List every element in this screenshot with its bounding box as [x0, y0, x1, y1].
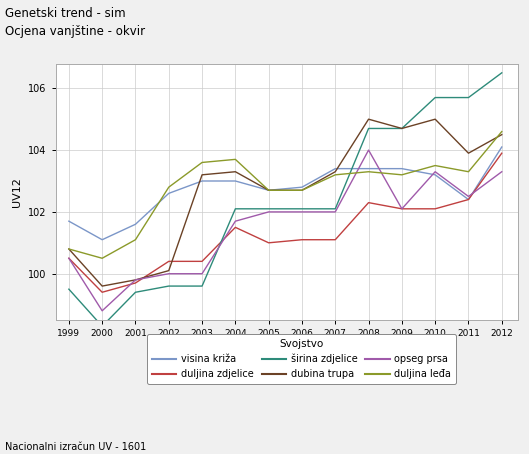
- duljina leđa: [66, 246, 72, 252]
- visina križa: [132, 222, 139, 227]
- dubina trupa: [66, 246, 72, 252]
- opseg prsa: [466, 194, 472, 199]
- dubina trupa: [332, 169, 339, 174]
- širina zdjelice: [466, 95, 472, 100]
- dubina trupa: [266, 188, 272, 193]
- Legend: visina križa, duljina zdjelice, širina zdjelice, dubina trupa, opseg prsa, dulji: visina križa, duljina zdjelice, širina z…: [147, 334, 456, 384]
- širina zdjelice: [232, 206, 239, 212]
- opseg prsa: [366, 148, 372, 153]
- opseg prsa: [232, 218, 239, 224]
- visina križa: [232, 178, 239, 184]
- duljina leđa: [166, 184, 172, 190]
- opseg prsa: [499, 169, 505, 174]
- duljina leđa: [199, 160, 205, 165]
- duljina leđa: [366, 169, 372, 174]
- duljina zdjelice: [99, 290, 105, 295]
- visina križa: [499, 144, 505, 150]
- duljina zdjelice: [266, 240, 272, 246]
- opseg prsa: [432, 169, 439, 174]
- opseg prsa: [399, 206, 405, 212]
- opseg prsa: [332, 209, 339, 215]
- Line: opseg prsa: opseg prsa: [69, 150, 502, 311]
- Line: dubina trupa: dubina trupa: [69, 119, 502, 286]
- opseg prsa: [132, 277, 139, 283]
- visina križa: [466, 197, 472, 202]
- duljina zdjelice: [199, 259, 205, 264]
- duljina zdjelice: [432, 206, 439, 212]
- duljina zdjelice: [366, 200, 372, 205]
- Text: Genetski trend - sim: Genetski trend - sim: [5, 7, 126, 20]
- širina zdjelice: [99, 324, 105, 329]
- visina križa: [266, 188, 272, 193]
- dubina trupa: [99, 283, 105, 289]
- duljina zdjelice: [299, 237, 305, 242]
- dubina trupa: [299, 188, 305, 193]
- opseg prsa: [99, 308, 105, 314]
- duljina zdjelice: [332, 237, 339, 242]
- visina križa: [432, 172, 439, 178]
- dubina trupa: [232, 169, 239, 174]
- opseg prsa: [66, 256, 72, 261]
- duljina leđa: [299, 188, 305, 193]
- duljina zdjelice: [132, 280, 139, 286]
- Line: širina zdjelice: širina zdjelice: [69, 73, 502, 326]
- X-axis label: Godina rođenja: Godina rođenja: [244, 344, 330, 354]
- duljina zdjelice: [66, 256, 72, 261]
- Line: visina križa: visina križa: [69, 147, 502, 240]
- dubina trupa: [499, 132, 505, 138]
- duljina zdjelice: [499, 150, 505, 156]
- širina zdjelice: [266, 206, 272, 212]
- visina križa: [99, 237, 105, 242]
- duljina zdjelice: [399, 206, 405, 212]
- dubina trupa: [432, 117, 439, 122]
- Line: duljina leđa: duljina leđa: [69, 132, 502, 258]
- visina križa: [199, 178, 205, 184]
- opseg prsa: [166, 271, 172, 276]
- opseg prsa: [299, 209, 305, 215]
- duljina leđa: [466, 169, 472, 174]
- duljina leđa: [232, 157, 239, 162]
- visina križa: [166, 191, 172, 196]
- duljina zdjelice: [166, 259, 172, 264]
- širina zdjelice: [432, 95, 439, 100]
- Text: Nacionalni izračun UV - 1601: Nacionalni izračun UV - 1601: [5, 442, 147, 452]
- širina zdjelice: [166, 283, 172, 289]
- širina zdjelice: [299, 206, 305, 212]
- opseg prsa: [199, 271, 205, 276]
- širina zdjelice: [132, 290, 139, 295]
- duljina leđa: [399, 172, 405, 178]
- Text: Ocjena vanjštine - okvir: Ocjena vanjštine - okvir: [5, 25, 145, 38]
- opseg prsa: [266, 209, 272, 215]
- širina zdjelice: [499, 70, 505, 75]
- Line: duljina zdjelice: duljina zdjelice: [69, 153, 502, 292]
- širina zdjelice: [66, 286, 72, 292]
- visina križa: [366, 166, 372, 171]
- dubina trupa: [466, 150, 472, 156]
- širina zdjelice: [399, 126, 405, 131]
- duljina leđa: [332, 172, 339, 178]
- Y-axis label: UV12: UV12: [13, 177, 22, 207]
- dubina trupa: [132, 277, 139, 283]
- širina zdjelice: [332, 206, 339, 212]
- duljina leđa: [99, 256, 105, 261]
- visina križa: [299, 184, 305, 190]
- dubina trupa: [199, 172, 205, 178]
- širina zdjelice: [366, 126, 372, 131]
- visina križa: [332, 166, 339, 171]
- duljina zdjelice: [232, 225, 239, 230]
- duljina zdjelice: [466, 197, 472, 202]
- duljina leđa: [432, 163, 439, 168]
- dubina trupa: [399, 126, 405, 131]
- visina križa: [66, 218, 72, 224]
- dubina trupa: [166, 268, 172, 273]
- duljina leđa: [132, 237, 139, 242]
- dubina trupa: [366, 117, 372, 122]
- visina križa: [399, 166, 405, 171]
- duljina leđa: [266, 188, 272, 193]
- duljina leđa: [499, 129, 505, 134]
- širina zdjelice: [199, 283, 205, 289]
